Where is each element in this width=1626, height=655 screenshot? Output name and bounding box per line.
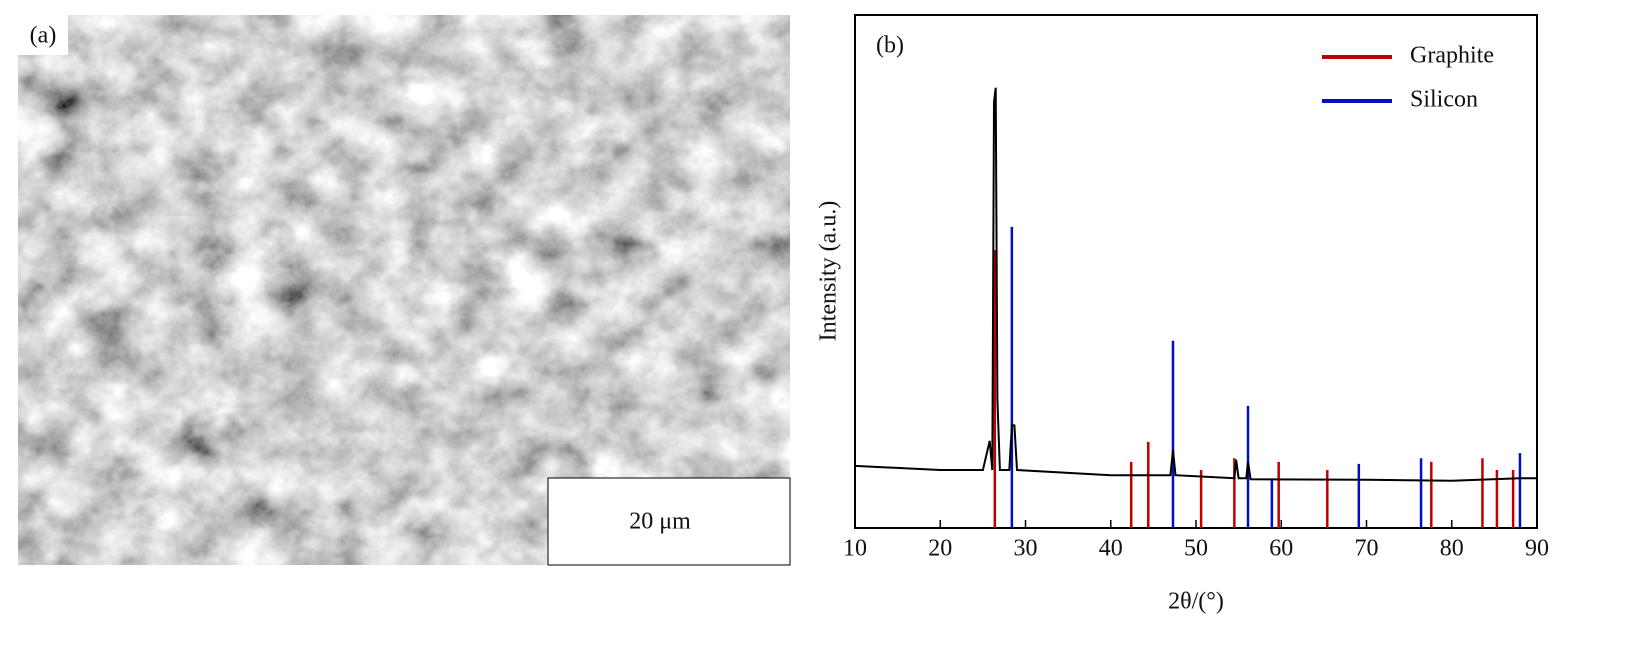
x-tick-label: 60	[1269, 536, 1293, 562]
legend-label: Graphite	[1410, 43, 1494, 69]
plot-frame	[854, 14, 1538, 529]
sem-panel: (a) 20 μm	[18, 15, 791, 566]
scale-bar-box	[547, 477, 791, 566]
x-tick-label: 50	[1184, 536, 1208, 562]
panel-label: (b)	[876, 33, 904, 59]
y-axis-label: Intensity (a.u.)	[816, 201, 842, 342]
scale-bar-label: 20 μm	[629, 509, 691, 535]
x-tick-label: 40	[1099, 536, 1123, 562]
x-axis-label: 2θ/(°)	[1168, 589, 1224, 615]
x-tick-label: 90	[1525, 536, 1549, 562]
x-tick-label: 70	[1355, 536, 1379, 562]
legend-label: Silicon	[1410, 87, 1478, 113]
x-tick-label: 10	[843, 536, 867, 562]
xrd-pattern	[854, 87, 1537, 482]
panel-label: (a)	[30, 23, 57, 49]
sem-image	[18, 15, 790, 565]
x-tick-label: 30	[1014, 536, 1038, 562]
xrd-chart: (b) 2θ/(°) Intensity (a.u.) 10 20 30 40 50 60…	[816, 14, 1549, 615]
x-tick-label: 20	[928, 536, 952, 562]
label-box	[18, 15, 68, 55]
x-tick-label: 80	[1440, 536, 1464, 562]
